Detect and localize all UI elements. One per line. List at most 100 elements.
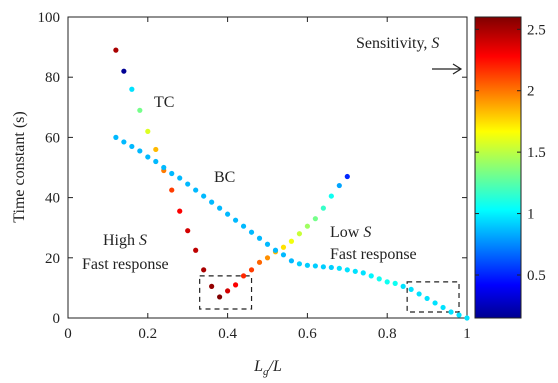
highlight-boxes [199,275,460,313]
data-point [312,216,318,222]
data-point [456,312,462,318]
colorbar-tick-label: 0.5 [527,268,546,284]
x-axis-label: Lg/L [253,358,282,378]
data-point [248,267,255,273]
data-point [352,268,358,274]
data-point [400,283,406,289]
y-axis-ticks: 0 20 40 60 80 100 [38,10,467,327]
data-point [201,267,207,273]
colorbar-tick-label: 1 [527,207,535,223]
data-point [328,193,334,199]
data-point [121,68,127,74]
colorbar [474,16,522,319]
annotation-tc: TC [154,94,174,111]
data-point [145,128,151,134]
data-point [368,273,374,279]
y-tick-label: 40 [45,191,60,207]
data-point [217,205,223,211]
data-point [264,241,271,247]
data-point [169,170,175,177]
y-tick-label: 0 [53,311,61,327]
y-tick-label: 80 [45,70,60,86]
data-point [153,158,159,165]
data-point [344,173,350,180]
data-point [129,86,135,92]
data-point [464,315,470,321]
data-point [288,238,295,244]
colorbar-label: Sensitivity, S [356,35,439,52]
data-point [304,223,310,229]
data-point [392,280,398,286]
annotation-bc: BC [214,169,235,186]
data-point [113,134,119,140]
data-point [137,107,143,113]
y-axis-label: Time constant (s) [11,111,28,222]
data-point [416,291,422,297]
data-point [161,164,167,171]
data-point [320,264,326,270]
data-point [264,255,271,261]
data-point [296,231,303,237]
data-point [440,304,446,311]
data-point [336,265,342,271]
data-point [280,252,287,258]
annotation-low-s: Low S [330,224,371,241]
colorbar-tick-label: 1.5 [527,145,546,161]
arrow-icon [432,63,463,75]
y-tick-label: 20 [45,251,60,267]
data-point [129,143,135,150]
annotation-high-fast: Fast response [82,256,169,273]
highlight-box [406,281,460,313]
colorbar-tick-label: 2 [527,84,535,100]
data-point [256,235,263,241]
y-tick-label: 60 [45,130,60,146]
data-point [137,148,143,154]
data-point [232,282,239,288]
data-point [121,139,127,145]
data-point [344,267,350,273]
data-point [376,276,382,282]
data-point [312,263,318,269]
data-point [384,279,390,285]
x-tick-label: 0.6 [298,326,317,342]
data-point [209,283,215,289]
data-point [169,187,175,193]
data-point [248,229,255,235]
data-point [177,208,183,214]
data-point [193,247,199,253]
data-point [177,175,183,181]
data-point [217,294,223,300]
data-point [240,273,247,279]
data-point [113,47,119,53]
x-tick-label: 0.2 [138,326,157,342]
y-tick-label: 100 [38,10,61,26]
plot-area [67,16,468,319]
data-point [280,244,287,250]
data-point [328,264,334,271]
highlight-box [199,275,253,310]
annotation-high-s: High S [103,232,147,249]
data-point [296,261,303,267]
data-point [360,270,366,276]
data-point [424,295,430,302]
data-point [185,181,191,187]
data-point [336,182,342,189]
data-point [232,217,239,223]
data-point [209,199,215,205]
data-point [256,259,263,265]
data-point [225,211,231,217]
x-tick-label: 0.8 [378,326,397,342]
x-tick-label: 0 [64,326,72,342]
data-point [193,187,199,193]
x-tick-label: 0.4 [218,326,237,342]
data-point [240,223,247,229]
data-points [113,47,470,321]
data-point [304,262,310,268]
colorbar-tick-label: 2.5 [527,22,546,38]
x-axis-ticks: 0 0.2 0.4 0.6 0.8 1 [64,17,471,342]
data-point [225,288,231,294]
data-point [145,154,151,160]
data-point [288,258,295,264]
data-point [432,300,438,306]
